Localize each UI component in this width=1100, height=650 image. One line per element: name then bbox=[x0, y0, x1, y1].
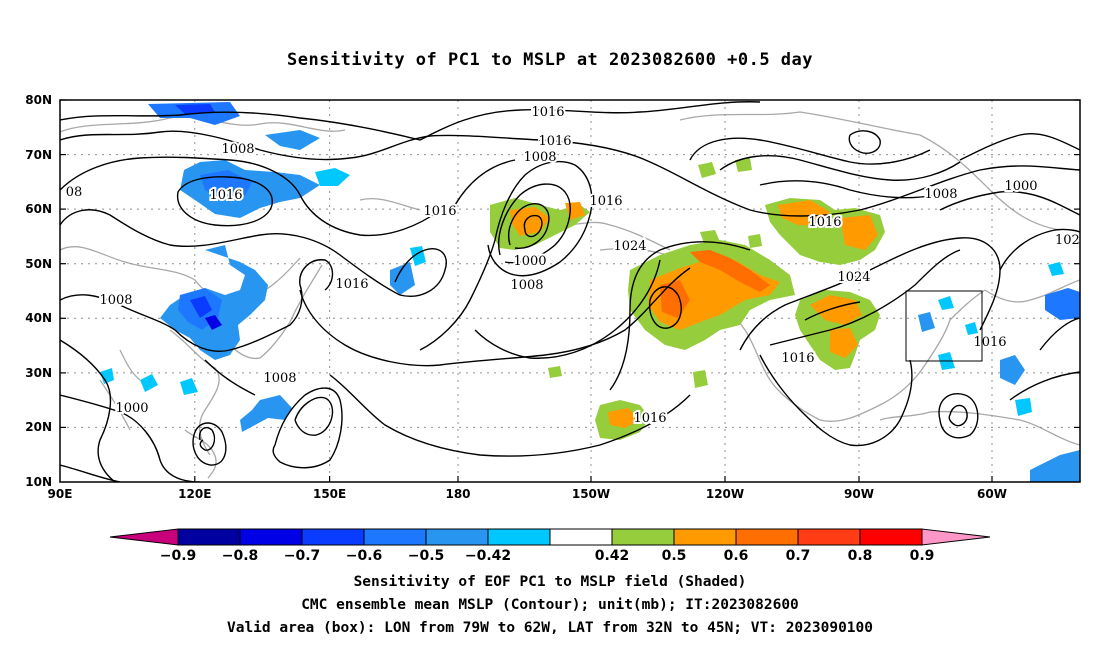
contour-label: 1016 bbox=[423, 204, 456, 219]
longitude-axis bbox=[194, 476, 993, 482]
latitude-labels: 80N 70N 60N 50N 40N 30N 20N 10N bbox=[25, 93, 52, 489]
colorbar-tick-label: −0.5 bbox=[408, 548, 445, 564]
contour-label: 1016 bbox=[589, 194, 622, 209]
map-title: Sensitivity of PC1 to MSLP at 2023082600… bbox=[286, 50, 813, 70]
colorbar-tick-label: −0.7 bbox=[284, 548, 321, 564]
latitude-axis bbox=[60, 99, 1080, 428]
colorbar-under-triangle bbox=[109, 528, 179, 546]
caption-line-3: Valid area (box): LON from 79W to 62W, L… bbox=[226, 620, 873, 636]
contour-label: 1024 bbox=[837, 270, 870, 285]
contour-label: 1016 bbox=[335, 277, 368, 292]
contour-label: 1008 bbox=[924, 187, 957, 202]
lat-tick-label: 50N bbox=[25, 257, 52, 271]
contour-label: 1016 bbox=[808, 215, 841, 230]
lat-tick-label: 70N bbox=[25, 148, 52, 162]
colorbar-tick-label: 0.7 bbox=[786, 548, 811, 564]
contour-label: 1016 bbox=[531, 105, 564, 120]
contour-label: 102 bbox=[1055, 233, 1080, 248]
contour-labels: 1016 1016 1008 1016 1008 08 1016 1016 10… bbox=[64, 103, 1080, 428]
negative-sensitivity-shading bbox=[100, 102, 1080, 482]
contour-label: 1000 bbox=[513, 254, 546, 269]
colorbar-swatch bbox=[177, 528, 241, 546]
lat-tick-label: 30N bbox=[25, 366, 52, 380]
lon-tick-label: 180 bbox=[445, 487, 470, 501]
colorbar-tick-label: −0.8 bbox=[222, 548, 259, 564]
contour-label: 1016 bbox=[209, 188, 242, 203]
colorbar-swatch bbox=[239, 528, 303, 546]
lon-tick-label: 150W bbox=[572, 487, 610, 501]
contour-label: 1016 bbox=[781, 351, 814, 366]
colorbar-tick-label: 0.42 bbox=[595, 548, 630, 564]
colorbar-swatch bbox=[301, 528, 365, 546]
colorbar bbox=[109, 528, 991, 546]
colorbar-swatch bbox=[611, 528, 675, 546]
colorbar-tick-label: −0.42 bbox=[465, 548, 511, 564]
lat-tick-label: 20N bbox=[25, 420, 52, 434]
colorbar-tick-label: 0.9 bbox=[910, 548, 935, 564]
contour-label: 1000 bbox=[115, 401, 148, 416]
colorbar-tick-label: −0.6 bbox=[346, 548, 383, 564]
contour-label: 1016 bbox=[633, 411, 666, 426]
colorbar-tick-label: 0.5 bbox=[662, 548, 687, 564]
colorbar-labels: −0.9 −0.8 −0.7 −0.6 −0.5 −0.42 0.42 0.5 0.6 0.7 0.… bbox=[160, 548, 935, 564]
colorbar-swatch bbox=[549, 528, 613, 546]
caption-line-1: Sensitivity of EOF PC1 to MSLP field (Sh… bbox=[353, 574, 747, 590]
colorbar-over-triangle bbox=[921, 528, 991, 546]
lon-tick-label: 60W bbox=[977, 487, 1007, 501]
contour-label: 1008 bbox=[263, 371, 296, 386]
lat-tick-label: 80N bbox=[25, 93, 52, 107]
valid-area-box bbox=[905, 290, 983, 362]
lat-tick-label: 40N bbox=[25, 311, 52, 325]
colorbar-swatch bbox=[425, 528, 489, 546]
contour-label: 1008 bbox=[510, 278, 543, 293]
lon-tick-label: 90E bbox=[48, 487, 73, 501]
positive-sensitivity-shading bbox=[490, 158, 885, 440]
colorbar-tick-label: 0.6 bbox=[724, 548, 749, 564]
colorbar-swatch bbox=[487, 528, 551, 546]
colorbar-swatch bbox=[363, 528, 427, 546]
colorbar-swatch bbox=[859, 528, 923, 546]
colorbar-swatch bbox=[673, 528, 737, 546]
mslp-contours bbox=[60, 101, 1080, 482]
lon-tick-label: 150E bbox=[313, 487, 346, 501]
lon-tick-label: 120E bbox=[178, 487, 211, 501]
contour-label: 1016 bbox=[538, 134, 571, 149]
colorbar-swatch bbox=[797, 528, 861, 546]
colorbar-tick-label: −0.9 bbox=[160, 548, 197, 564]
contour-label: 1016 bbox=[973, 335, 1006, 350]
lon-tick-label: 120W bbox=[706, 487, 744, 501]
contour-label: 08 bbox=[66, 185, 83, 200]
contour-label: 1008 bbox=[99, 293, 132, 308]
colorbar-swatch bbox=[735, 528, 799, 546]
contour-label: 1024 bbox=[613, 239, 646, 254]
map-frame bbox=[59, 99, 1081, 483]
lat-tick-label: 60N bbox=[25, 202, 52, 216]
caption-line-2: CMC ensemble mean MSLP (Contour); unit(m… bbox=[301, 597, 799, 613]
lat-tick-label: 10N bbox=[25, 475, 52, 489]
colorbar-tick-label: 0.8 bbox=[848, 548, 873, 564]
contour-label: 1000 bbox=[1004, 179, 1037, 194]
longitude-labels: 90E 120E 150E 180 150W 120W 90W 60W bbox=[48, 487, 1007, 501]
contour-label: 1008 bbox=[221, 142, 254, 157]
lon-tick-label: 90W bbox=[844, 487, 874, 501]
contour-label: 1008 bbox=[523, 150, 556, 165]
